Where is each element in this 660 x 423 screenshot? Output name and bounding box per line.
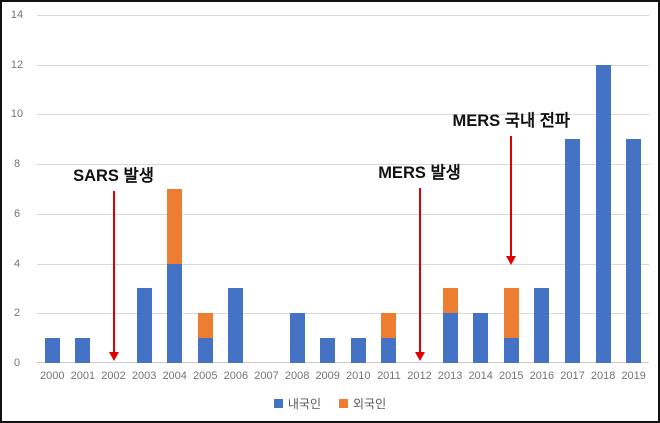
- legend-label-foreign: 외국인: [353, 397, 387, 411]
- bar-domestic-2019: [626, 139, 642, 363]
- x-tick-label-2013: 2013: [437, 370, 463, 382]
- x-tick-label-2005: 2005: [193, 370, 218, 382]
- x-tick-label-2010: 2010: [346, 370, 371, 382]
- x-tick-label-2011: 2011: [377, 370, 401, 382]
- legend-label-domestic: 내국인: [287, 397, 321, 411]
- gridline-2: [37, 313, 649, 315]
- x-tick-label-2001: 2001: [70, 370, 96, 382]
- annotation-arrow-mers-domestic-spread: [510, 135, 513, 257]
- plot-area: [37, 15, 649, 363]
- bar-domestic-2004: [167, 263, 183, 363]
- legend-swatch-foreign: [339, 399, 348, 408]
- legend-item-foreign: 외국인: [339, 395, 386, 412]
- legend-swatch-domestic: [273, 399, 283, 408]
- gridline-6: [37, 213, 649, 215]
- bar-domestic-2000: [44, 338, 60, 363]
- bar-domestic-2013: [442, 313, 458, 363]
- x-tick-label-2002: 2002: [101, 370, 126, 382]
- gridline-10: [37, 114, 649, 116]
- x-tick-label-2007: 2007: [254, 370, 279, 382]
- legend: 내국인 외국인: [2, 395, 658, 412]
- bar-domestic-2017: [565, 139, 580, 363]
- bar-domestic-2016: [534, 288, 550, 363]
- bar-domestic-2015: [503, 338, 519, 363]
- y-tick-label-8: 8: [13, 158, 21, 171]
- annotation-label-mers-domestic-spread: MERS 국내 전파: [452, 111, 571, 130]
- x-tick-label-2009: 2009: [315, 370, 340, 382]
- x-tick-label-2017: 2017: [560, 370, 585, 382]
- annotation-arrowhead-mers-domestic-spread: [506, 255, 517, 265]
- annotation-arrowhead-mers-outbreak: [414, 351, 425, 361]
- bar-domestic-2010: [350, 338, 366, 363]
- x-tick-label-2019: 2019: [621, 370, 646, 382]
- legend-item-domestic: 내국인: [273, 395, 321, 412]
- x-tick-label-2015: 2015: [499, 370, 524, 382]
- bar-foreign-2013: [442, 288, 458, 314]
- bar-domestic-2009: [320, 338, 336, 363]
- x-tick-label-2018: 2018: [590, 370, 616, 382]
- bar-foreign-2011: [381, 313, 397, 339]
- annotation-label-mers-outbreak: MERS 발생: [378, 163, 461, 182]
- bar-domestic-2018: [595, 64, 611, 363]
- x-tick-label-2016: 2016: [529, 370, 555, 382]
- bar-domestic-2003: [136, 288, 152, 363]
- x-tick-label-2003: 2003: [131, 370, 157, 382]
- x-tick-label-2006: 2006: [223, 370, 249, 382]
- gridline-4: [37, 263, 649, 265]
- bar-domestic-2008: [289, 313, 305, 363]
- annotation-arrow-sars-outbreak: [112, 191, 115, 353]
- gridline-0: [37, 362, 649, 363]
- y-tick-label-12: 12: [10, 58, 24, 71]
- y-tick-label-14: 14: [10, 9, 24, 21]
- y-tick-label-2: 2: [13, 307, 21, 320]
- bar-foreign-2015: [503, 288, 519, 339]
- bar-foreign-2004: [167, 189, 183, 264]
- y-tick-label-10: 10: [10, 108, 24, 121]
- bar-domestic-2001: [75, 338, 91, 363]
- gridline-14: [37, 15, 649, 16]
- bar-domestic-2006: [228, 288, 244, 363]
- annotation-arrow-mers-outbreak: [418, 187, 421, 353]
- y-tick-label-6: 6: [13, 207, 21, 220]
- x-tick-label-2000: 2000: [40, 370, 65, 382]
- x-tick-label-2004: 2004: [162, 370, 187, 382]
- annotation-label-sars-outbreak: SARS 발생: [73, 167, 154, 186]
- x-tick-label-2012: 2012: [407, 370, 432, 382]
- bar-domestic-2011: [381, 338, 397, 363]
- x-tick-label-2008: 2008: [284, 370, 310, 382]
- x-tick-label-2014: 2014: [468, 370, 493, 382]
- bar-domestic-2005: [197, 338, 213, 363]
- bar-foreign-2005: [197, 313, 213, 339]
- bar-domestic-2014: [473, 313, 489, 363]
- gridline-12: [37, 64, 649, 66]
- y-tick-label-0: 0: [13, 357, 21, 369]
- gridline-8: [37, 164, 649, 166]
- annotation-arrowhead-sars-outbreak: [108, 351, 119, 361]
- y-tick-label-4: 4: [13, 257, 21, 270]
